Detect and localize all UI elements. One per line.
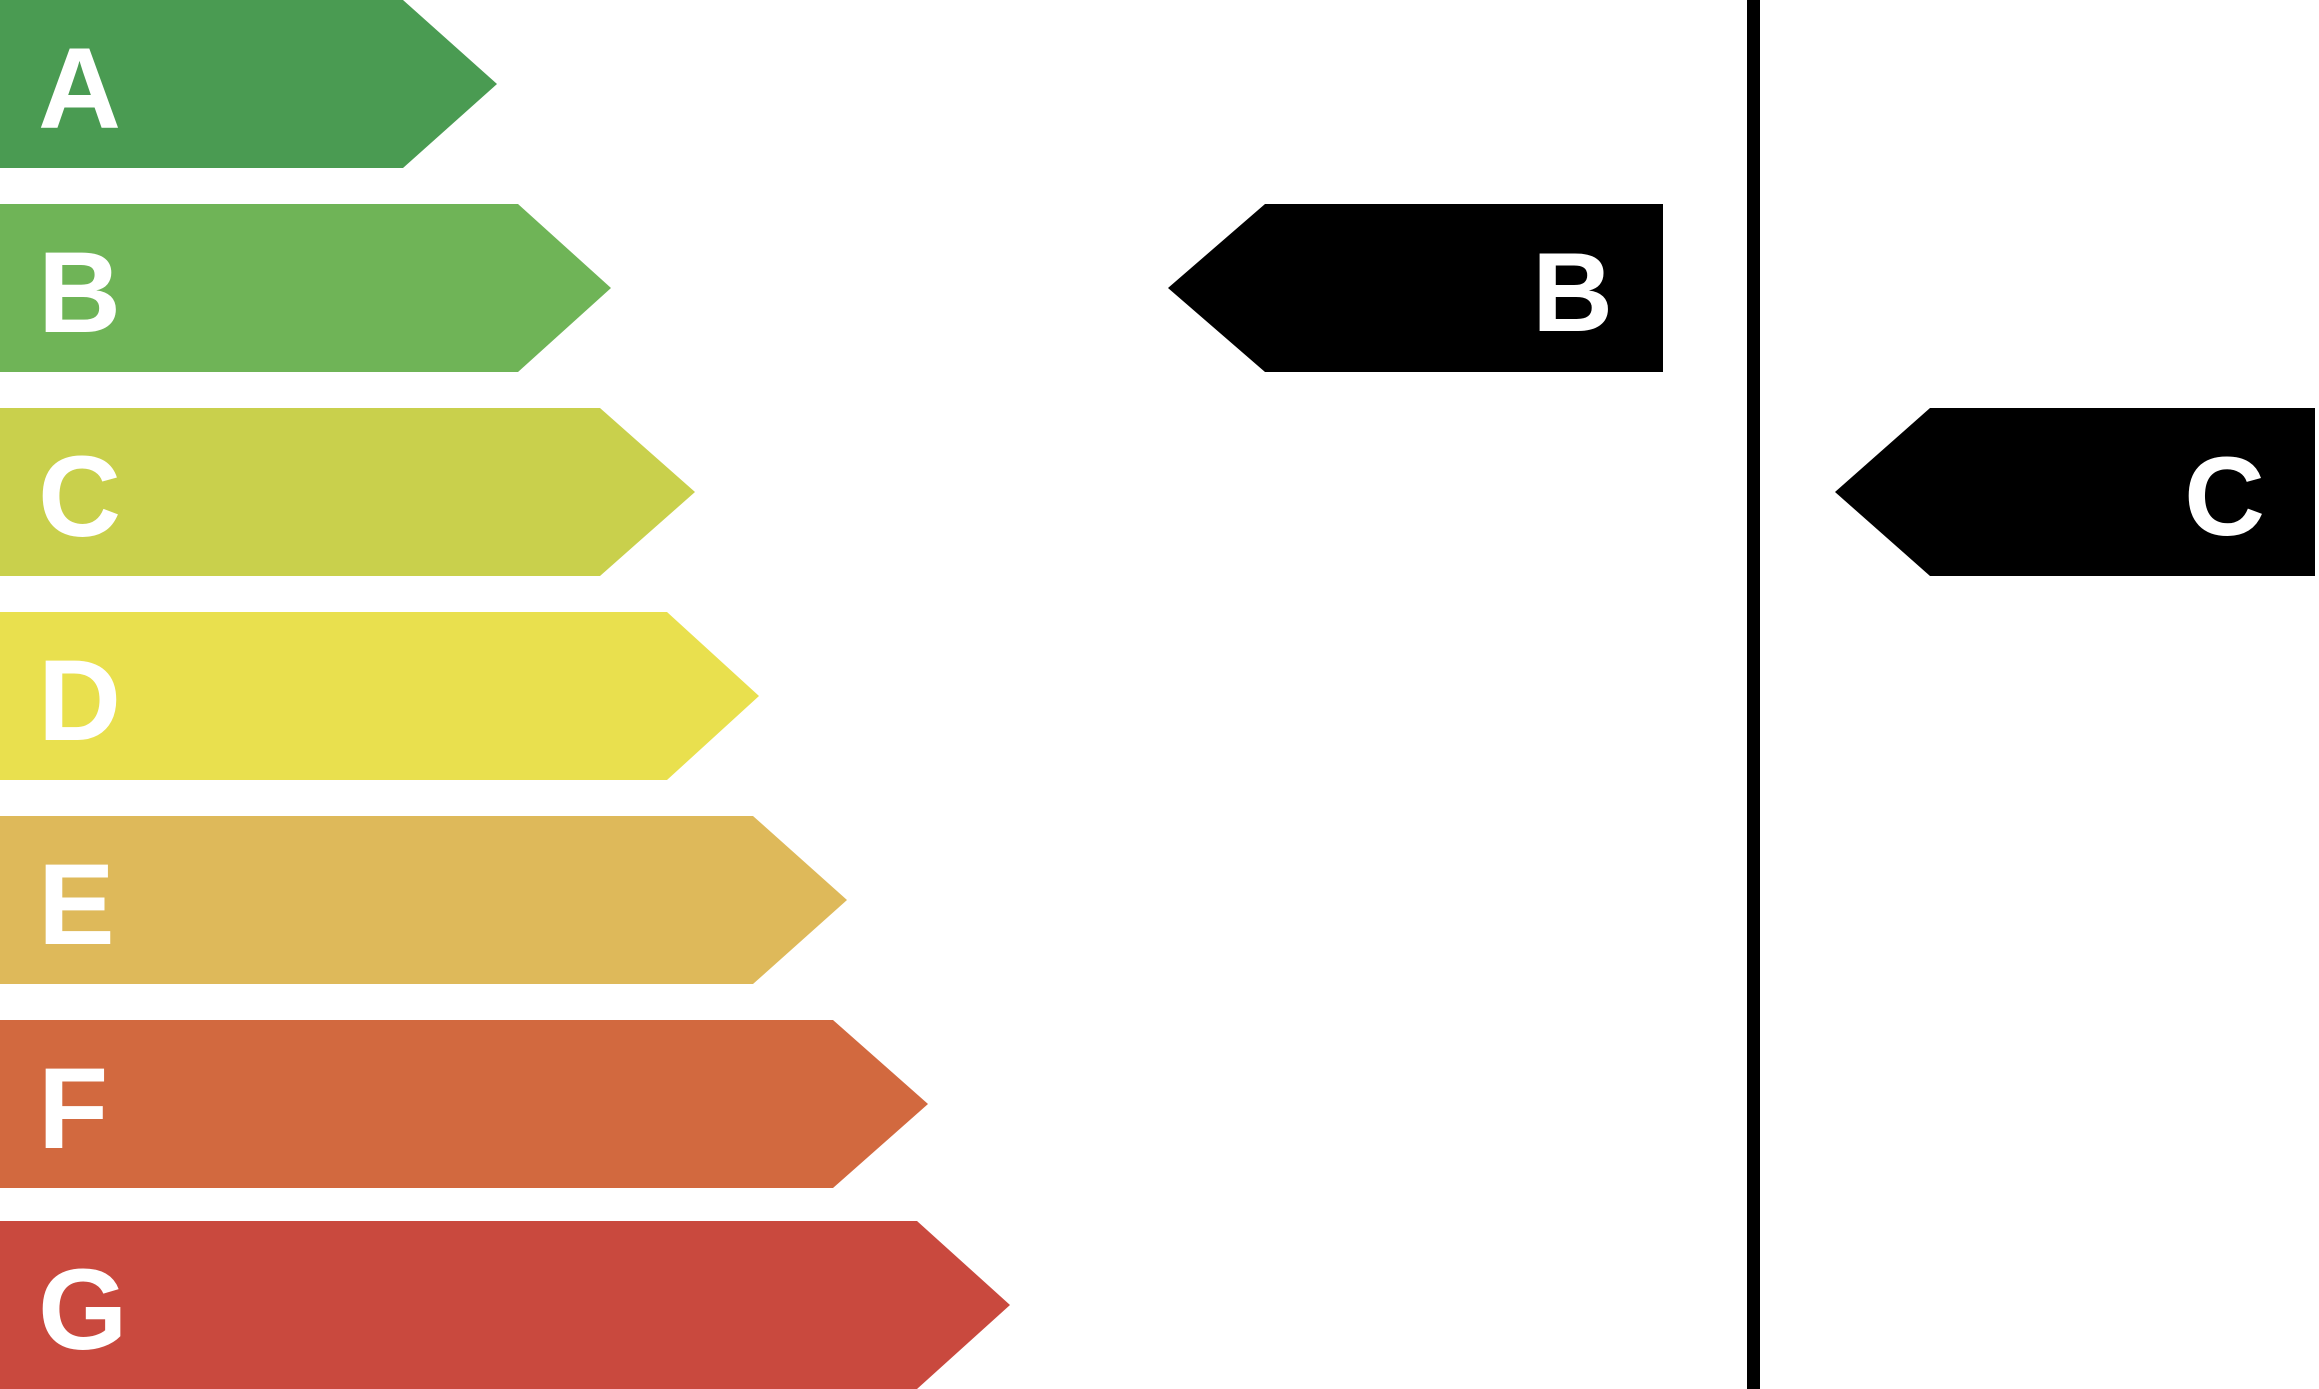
band-letter-D: D <box>38 636 122 765</box>
band-letter-B: B <box>38 228 122 357</box>
rating-marker-B: B <box>1168 204 1663 372</box>
band-letter-G: G <box>38 1245 128 1374</box>
band-D: D <box>0 612 759 780</box>
band-B: B <box>0 204 611 372</box>
band-letter-E: E <box>38 840 115 969</box>
rating-marker-letter-C: C <box>2184 434 2265 559</box>
band-E: E <box>0 816 847 984</box>
band-letter-A: A <box>38 24 122 153</box>
band-A: A <box>0 0 497 168</box>
band-G: G <box>0 1221 1010 1389</box>
rating-marker-letter-B: B <box>1532 230 1613 355</box>
band-letter-C: C <box>38 432 122 561</box>
band-letter-F: F <box>38 1044 109 1173</box>
band-F: F <box>0 1020 928 1188</box>
rating-marker-C: C <box>1835 408 2315 576</box>
panel-divider-line <box>1747 0 1760 1389</box>
band-C: C <box>0 408 695 576</box>
